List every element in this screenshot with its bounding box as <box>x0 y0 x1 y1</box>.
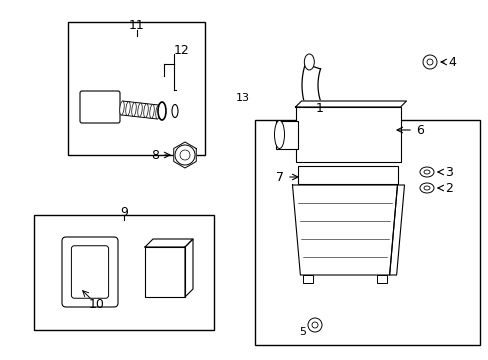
Polygon shape <box>292 185 397 275</box>
Text: 7: 7 <box>275 171 284 184</box>
Bar <box>303 275 313 283</box>
Polygon shape <box>302 64 380 153</box>
Bar <box>145 247 184 297</box>
Ellipse shape <box>156 105 160 119</box>
Ellipse shape <box>125 102 130 116</box>
Bar <box>34 215 214 330</box>
Circle shape <box>180 150 190 160</box>
FancyBboxPatch shape <box>71 246 108 298</box>
Polygon shape <box>173 142 196 168</box>
Ellipse shape <box>138 103 142 117</box>
Ellipse shape <box>120 101 124 115</box>
Ellipse shape <box>419 167 433 177</box>
Bar <box>68 22 204 155</box>
Polygon shape <box>295 101 406 107</box>
Ellipse shape <box>274 121 284 149</box>
Ellipse shape <box>423 186 429 190</box>
Text: 8: 8 <box>151 149 159 162</box>
Circle shape <box>307 318 321 332</box>
FancyBboxPatch shape <box>62 237 118 307</box>
Text: 10: 10 <box>89 298 105 311</box>
Text: 4: 4 <box>447 55 455 68</box>
Polygon shape <box>184 239 193 297</box>
Ellipse shape <box>304 54 314 70</box>
Bar <box>297 166 397 184</box>
Circle shape <box>175 145 195 165</box>
Polygon shape <box>389 185 404 275</box>
Text: 5: 5 <box>299 327 306 337</box>
Ellipse shape <box>131 102 136 116</box>
Polygon shape <box>145 239 193 247</box>
Circle shape <box>311 322 317 328</box>
FancyBboxPatch shape <box>80 91 120 123</box>
Ellipse shape <box>143 104 148 118</box>
Ellipse shape <box>158 102 165 120</box>
Ellipse shape <box>423 170 429 174</box>
Text: 2: 2 <box>444 181 452 194</box>
Text: 9: 9 <box>120 206 128 219</box>
Bar <box>254 120 479 345</box>
Ellipse shape <box>172 104 178 117</box>
Circle shape <box>426 59 432 65</box>
Bar <box>376 275 386 283</box>
Bar <box>295 107 400 162</box>
Text: 3: 3 <box>444 166 452 179</box>
Text: 11: 11 <box>129 18 144 32</box>
Text: 12: 12 <box>174 44 189 57</box>
Bar <box>275 121 297 149</box>
Ellipse shape <box>149 104 154 118</box>
Ellipse shape <box>419 183 433 193</box>
Text: 1: 1 <box>315 102 323 114</box>
Text: 6: 6 <box>415 123 423 136</box>
Circle shape <box>422 55 436 69</box>
Text: 13: 13 <box>236 93 249 103</box>
